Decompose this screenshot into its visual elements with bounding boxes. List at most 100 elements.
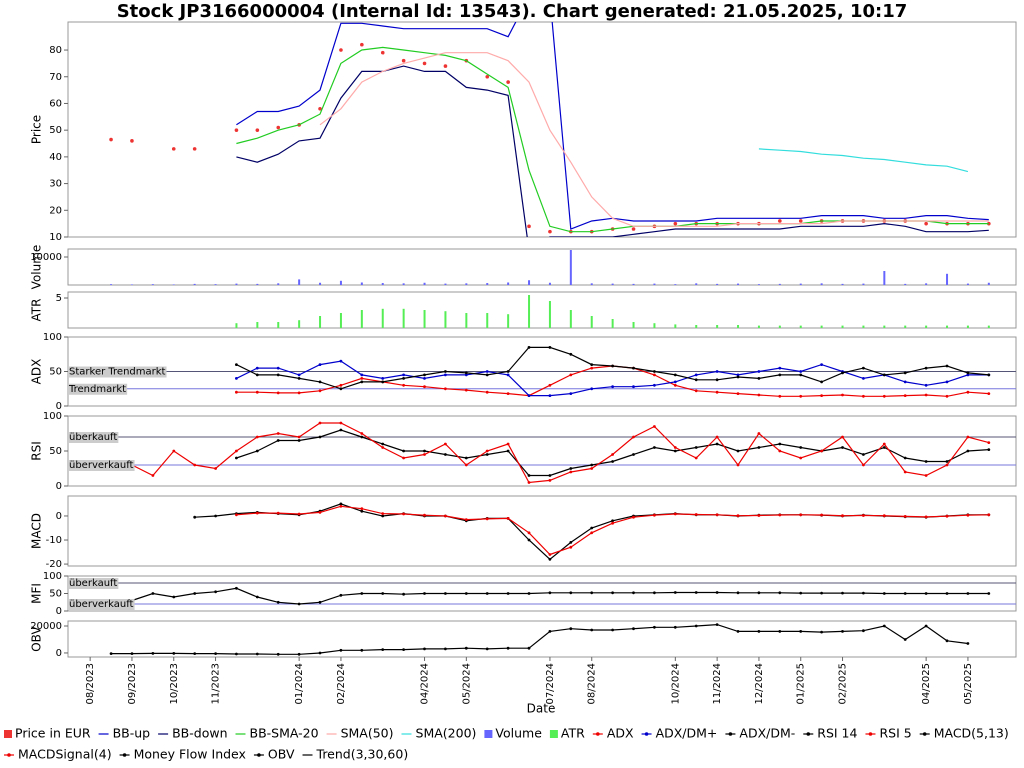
legend-swatch: [4, 730, 12, 738]
legend-item: MACDSignal(4): [4, 747, 112, 762]
bar: [716, 325, 719, 328]
legend-swatch-dot: [728, 732, 733, 736]
bar: [381, 308, 384, 328]
y-tick-label: 50: [49, 446, 62, 457]
legend-label: MACDSignal(4): [18, 747, 112, 762]
x-tick-label: 11/2023: [211, 663, 222, 705]
price-dot: [192, 147, 197, 151]
legend-item: RSI 14: [803, 726, 858, 741]
reference-label: überverkauft: [69, 599, 134, 610]
bar: [528, 295, 531, 328]
bar: [486, 313, 489, 328]
legend-item: OBV: [253, 747, 295, 762]
reference-label: Trendmarkt: [68, 384, 126, 395]
bar: [256, 283, 259, 285]
y-tick-label: 70: [49, 72, 62, 83]
y-tick-label: 50: [49, 589, 62, 600]
y-tick-label: 100: [43, 332, 62, 343]
series-line: [109, 623, 970, 656]
legend-item: RSI 5: [865, 726, 912, 741]
bar: [987, 325, 990, 328]
y-tick-label: 100: [43, 571, 62, 582]
bar: [820, 283, 823, 285]
x-tick-label: 08/2023: [85, 663, 96, 705]
bar: [214, 284, 217, 285]
bar: [360, 282, 363, 285]
bar: [716, 283, 719, 285]
x-tick-label: 04/2024: [420, 663, 431, 705]
bar: [235, 323, 238, 328]
legend-item: Trend(3,30,60): [302, 747, 408, 762]
bar: [402, 283, 405, 285]
y-tick-label: 10000: [30, 252, 62, 263]
bar: [966, 325, 969, 328]
series-line: [319, 52, 989, 227]
bar: [778, 283, 781, 285]
panel-plot: [109, 22, 991, 237]
price-dot: [276, 125, 281, 130]
reference-label: überkauft: [69, 432, 117, 443]
legend-item: ATR: [549, 726, 585, 741]
bar: [799, 325, 802, 328]
bar: [987, 282, 990, 285]
bar: [130, 284, 133, 285]
bar: [737, 283, 740, 285]
panel-frame: [67, 495, 1017, 567]
legend-item: BB-up: [98, 726, 151, 741]
legend-swatch-dot: [122, 753, 127, 757]
legend-swatch: [484, 730, 493, 738]
price-dot: [548, 229, 552, 234]
series-line: [758, 148, 969, 173]
bar: [778, 325, 781, 328]
y-tick-label: -10: [46, 535, 62, 546]
legend-item: Price in EUR: [4, 726, 91, 741]
legend-item: BB-SMA-20: [235, 726, 319, 741]
legend-item: ADX/DM-: [725, 726, 795, 741]
reference-label-bg: [68, 366, 167, 378]
y-axis-title: MACD: [30, 513, 44, 549]
bar: [757, 284, 760, 285]
y-tick-label: 100: [43, 411, 62, 422]
legend-swatch-dot: [644, 732, 649, 736]
panel-plot: [68, 346, 1016, 398]
bar: [925, 283, 928, 285]
bar: [611, 283, 614, 285]
legend-label: Volume: [495, 726, 542, 741]
legend-label: Price in EUR: [15, 726, 91, 741]
bar: [674, 284, 677, 285]
legend-item: Money Flow Index: [119, 747, 246, 762]
legend-item: ADX/DM+: [641, 726, 717, 741]
bar: [946, 273, 949, 285]
bar: [339, 280, 342, 285]
bar: [862, 283, 865, 285]
bar: [486, 283, 489, 285]
legend-swatch-dot: [868, 732, 873, 736]
y-tick-label: 60: [49, 98, 62, 109]
bar: [966, 283, 969, 285]
legend-swatch-dot: [7, 753, 11, 757]
y-tick-label: 30: [49, 179, 62, 190]
y-axis-title: Price: [30, 115, 44, 144]
x-tick-label: 11/2024: [712, 663, 723, 705]
x-tick-label: 04/2025: [921, 663, 932, 705]
bar: [319, 316, 322, 328]
bar: [319, 282, 322, 285]
x-tick-label: 01/2025: [796, 663, 807, 705]
bar: [695, 283, 698, 285]
x-tick-label: 09/2023: [127, 663, 138, 705]
price-dot: [778, 219, 782, 223]
legend-label: BB-up: [113, 726, 151, 741]
x-tick-label: 07/2024: [545, 663, 556, 705]
bar: [946, 325, 949, 328]
bar: [423, 310, 426, 328]
reference-label-bg: [68, 432, 119, 443]
reference-label: überkauft: [69, 578, 117, 589]
bar: [298, 279, 301, 285]
series-line: [130, 586, 991, 606]
price-dot: [527, 224, 531, 229]
panel-plot: [109, 623, 970, 656]
bar: [632, 322, 635, 328]
bar: [277, 283, 280, 285]
legend-label: RSI 5: [879, 726, 911, 741]
